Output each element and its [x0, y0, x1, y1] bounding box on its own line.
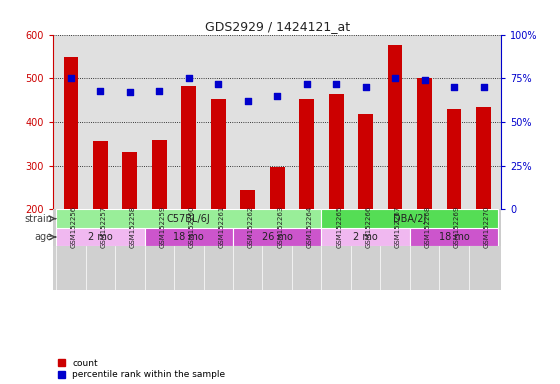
- Point: [391, 75, 400, 81]
- Text: 2 mo: 2 mo: [353, 232, 378, 242]
- Text: GSM152260: GSM152260: [189, 206, 195, 248]
- Text: GSM152257: GSM152257: [100, 206, 106, 248]
- Bar: [321, 228, 410, 246]
- Text: strain: strain: [25, 214, 53, 223]
- Bar: [358, 114, 373, 209]
- Point: [214, 81, 223, 87]
- Point: [273, 93, 282, 99]
- Bar: [144, 228, 233, 246]
- Bar: [56, 228, 144, 246]
- Bar: [211, 99, 226, 209]
- Text: GSM152259: GSM152259: [159, 206, 165, 248]
- Bar: [476, 107, 491, 209]
- Text: GSM152265: GSM152265: [336, 206, 342, 248]
- Point: [96, 88, 105, 94]
- Text: age: age: [35, 232, 53, 242]
- Legend: count, percentile rank within the sample: count, percentile rank within the sample: [58, 359, 225, 379]
- Point: [332, 81, 340, 87]
- Bar: [329, 94, 343, 209]
- Point: [420, 77, 429, 83]
- Text: GSM152269: GSM152269: [454, 206, 460, 248]
- Bar: [447, 109, 461, 209]
- Bar: [123, 152, 137, 209]
- Point: [450, 84, 459, 90]
- Text: 26 mo: 26 mo: [262, 232, 293, 242]
- Bar: [388, 45, 403, 209]
- Bar: [299, 99, 314, 209]
- Bar: [152, 139, 167, 209]
- Text: GSM152266: GSM152266: [366, 206, 372, 248]
- Text: 18 mo: 18 mo: [438, 232, 469, 242]
- Text: DBA/2J: DBA/2J: [393, 214, 427, 223]
- Point: [184, 75, 193, 81]
- Text: GSM152264: GSM152264: [307, 206, 312, 248]
- Bar: [410, 228, 498, 246]
- Bar: [270, 167, 284, 209]
- Bar: [240, 190, 255, 209]
- Point: [243, 98, 252, 104]
- Text: GSM152267: GSM152267: [395, 206, 401, 248]
- Bar: [321, 209, 498, 228]
- Text: GSM152270: GSM152270: [483, 206, 489, 248]
- Bar: [93, 141, 108, 209]
- Text: GSM152261: GSM152261: [218, 206, 224, 248]
- Text: GSM152258: GSM152258: [130, 206, 136, 248]
- Title: GDS2929 / 1424121_at: GDS2929 / 1424121_at: [204, 20, 350, 33]
- Text: GSM152262: GSM152262: [248, 206, 254, 248]
- Point: [479, 84, 488, 90]
- Text: 2 mo: 2 mo: [88, 232, 113, 242]
- Bar: [56, 209, 321, 228]
- Text: GSM152256: GSM152256: [71, 206, 77, 248]
- Point: [302, 81, 311, 87]
- Bar: [417, 78, 432, 209]
- Point: [155, 88, 164, 94]
- Bar: [181, 86, 196, 209]
- Point: [125, 89, 134, 95]
- Point: [67, 75, 76, 81]
- Bar: [63, 57, 78, 209]
- Bar: [233, 228, 321, 246]
- Text: GSM152263: GSM152263: [277, 206, 283, 248]
- Text: 18 mo: 18 mo: [174, 232, 204, 242]
- Point: [361, 84, 370, 90]
- Text: GSM152268: GSM152268: [424, 206, 431, 248]
- Text: C57BL/6J: C57BL/6J: [167, 214, 211, 223]
